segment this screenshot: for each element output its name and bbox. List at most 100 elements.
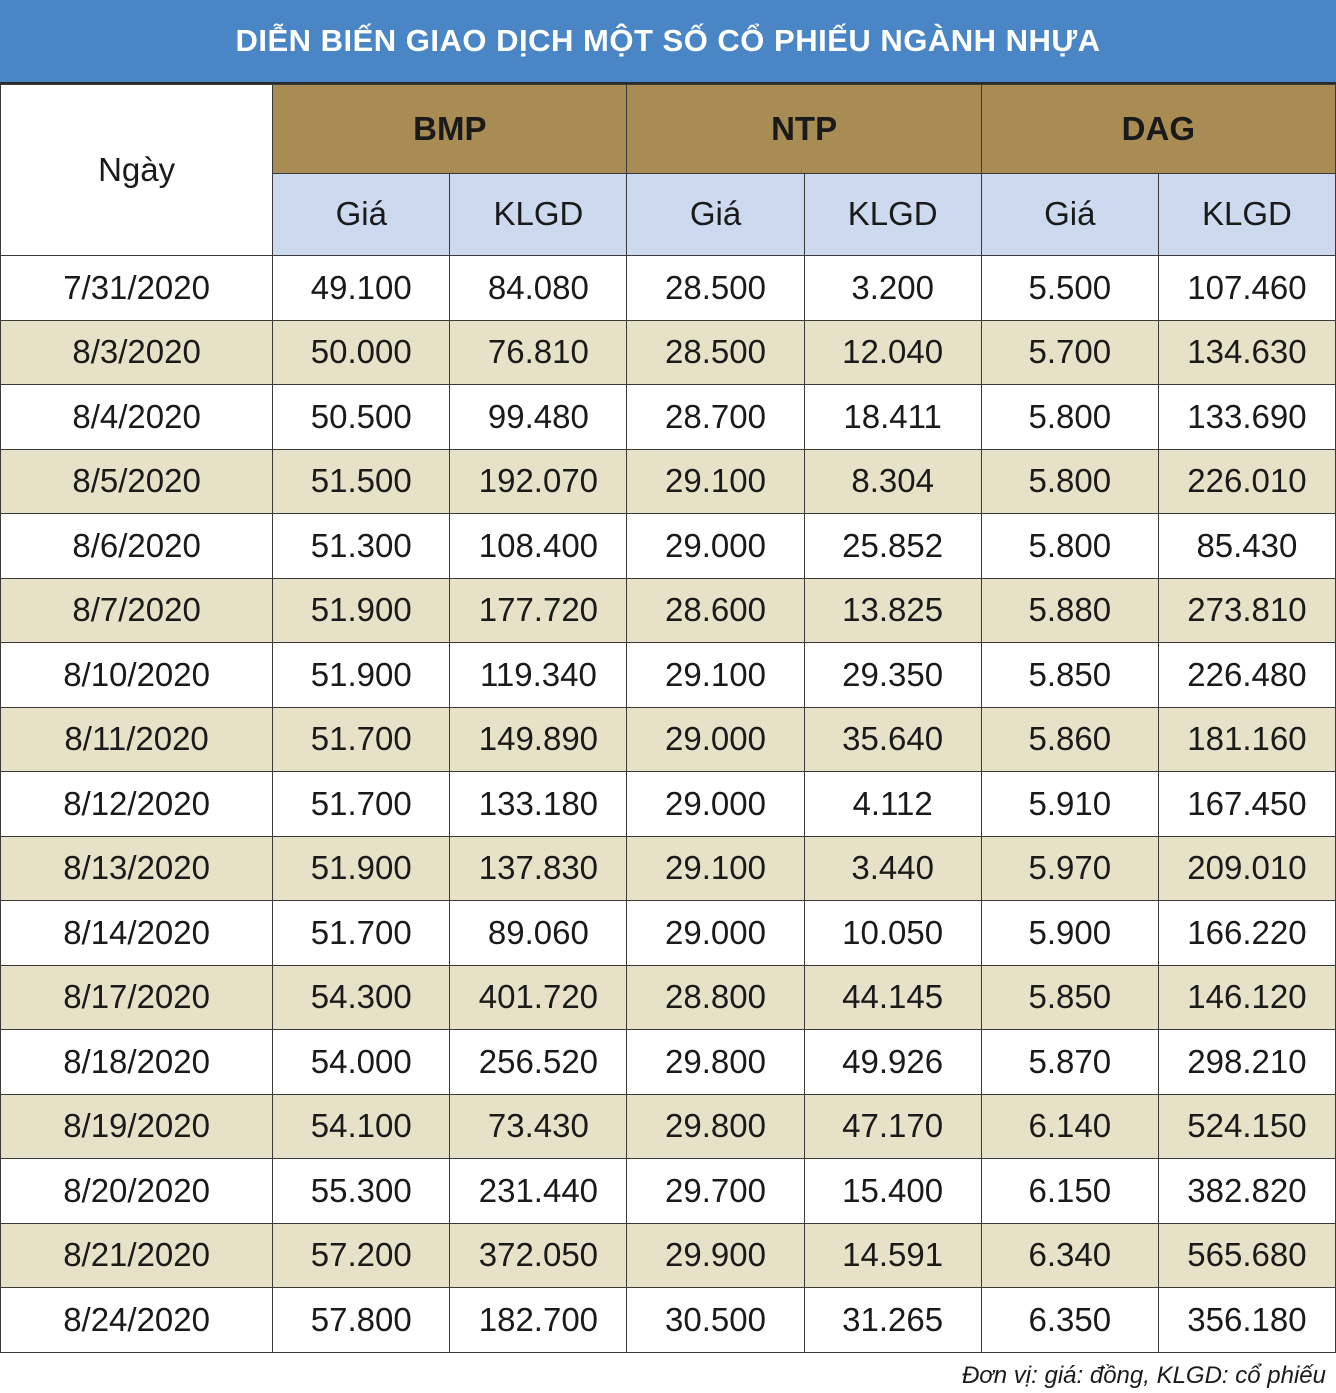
date-cell: 8/21/2020 (0, 1222, 274, 1288)
dag-volume-cell: 107.460 (1157, 255, 1336, 321)
table-row: 8/11/2020 51.700 149.890 29.000 35.640 5.860 1… (0, 706, 1336, 772)
bmp-volume-cell: 401.720 (449, 964, 628, 1030)
table-row: 8/10/2020 51.900 119.340 29.100 29.350 5.850 2… (0, 642, 1336, 708)
date-cell: 8/4/2020 (0, 384, 274, 450)
ntp-price-cell: 29.800 (626, 1029, 805, 1095)
dag-price-cell: 5.850 (980, 642, 1159, 708)
dag-volume-cell: 298.210 (1157, 1029, 1336, 1095)
bmp-volume-cell: 99.480 (449, 384, 628, 450)
bmp-volume-cell: 76.810 (449, 319, 628, 385)
ntp-price-cell: 29.800 (626, 1093, 805, 1159)
date-cell: 8/12/2020 (0, 771, 274, 837)
date-cell: 8/11/2020 (0, 706, 274, 772)
group-header-ntp: NTP (626, 84, 982, 174)
ntp-volume-cell: 10.050 (803, 900, 982, 966)
bmp-price-cell: 57.800 (272, 1287, 451, 1353)
sub-header-price: Giá (980, 172, 1159, 257)
sub-header-volume: KLGD (803, 172, 982, 257)
ntp-price-cell: 29.100 (626, 448, 805, 514)
table-row: 8/14/2020 51.700 89.060 29.000 10.050 5.900 16… (0, 900, 1336, 966)
bmp-price-cell: 55.300 (272, 1158, 451, 1224)
bmp-price-cell: 51.700 (272, 706, 451, 772)
bmp-price-cell: 51.500 (272, 448, 451, 514)
bmp-price-cell: 51.300 (272, 513, 451, 579)
dag-volume-cell: 209.010 (1157, 835, 1336, 901)
table-row: 8/24/2020 57.800 182.700 30.500 31.265 6.350 3… (0, 1287, 1336, 1353)
table-row: 8/4/2020 50.500 99.480 28.700 18.411 5.800 133… (0, 384, 1336, 450)
date-cell: 8/10/2020 (0, 642, 274, 708)
date-cell: 8/19/2020 (0, 1093, 274, 1159)
table-row: 8/7/2020 51.900 177.720 28.600 13.825 5.880 27… (0, 577, 1336, 643)
table-row: 8/17/2020 54.300 401.720 28.800 44.145 5.850 1… (0, 964, 1336, 1030)
date-cell: 7/31/2020 (0, 255, 274, 321)
ntp-volume-cell: 47.170 (803, 1093, 982, 1159)
table-row: 8/21/2020 57.200 372.050 29.900 14.591 6.340 5… (0, 1222, 1336, 1288)
ntp-price-cell: 28.500 (626, 255, 805, 321)
dag-price-cell: 5.700 (980, 319, 1159, 385)
dag-volume-cell: 524.150 (1157, 1093, 1336, 1159)
ntp-price-cell: 28.700 (626, 384, 805, 450)
date-cell: 8/7/2020 (0, 577, 274, 643)
date-cell: 8/13/2020 (0, 835, 274, 901)
dag-price-cell: 5.500 (980, 255, 1159, 321)
ntp-price-cell: 30.500 (626, 1287, 805, 1353)
table-row: 8/3/2020 50.000 76.810 28.500 12.040 5.700 134… (0, 319, 1336, 385)
ntp-volume-cell: 25.852 (803, 513, 982, 579)
bmp-price-cell: 54.100 (272, 1093, 451, 1159)
bmp-price-cell: 57.200 (272, 1222, 451, 1288)
sub-header-price: Giá (626, 172, 805, 257)
ntp-price-cell: 29.100 (626, 642, 805, 708)
dag-price-cell: 6.140 (980, 1093, 1159, 1159)
dag-volume-cell: 85.430 (1157, 513, 1336, 579)
table-row: 8/13/2020 51.900 137.830 29.100 3.440 5.970 20… (0, 835, 1336, 901)
bmp-volume-cell: 84.080 (449, 255, 628, 321)
dag-volume-cell: 181.160 (1157, 706, 1336, 772)
ntp-price-cell: 29.700 (626, 1158, 805, 1224)
bmp-volume-cell: 256.520 (449, 1029, 628, 1095)
bmp-volume-cell: 133.180 (449, 771, 628, 837)
bmp-volume-cell: 192.070 (449, 448, 628, 514)
table-row: 8/20/2020 55.300 231.440 29.700 15.400 6.150 3… (0, 1158, 1336, 1224)
ntp-volume-cell: 31.265 (803, 1287, 982, 1353)
date-cell: 8/17/2020 (0, 964, 274, 1030)
bmp-price-cell: 49.100 (272, 255, 451, 321)
dag-price-cell: 5.800 (980, 448, 1159, 514)
dag-volume-cell: 382.820 (1157, 1158, 1336, 1224)
ntp-volume-cell: 3.200 (803, 255, 982, 321)
dag-price-cell: 5.910 (980, 771, 1159, 837)
bmp-price-cell: 51.900 (272, 577, 451, 643)
ntp-volume-cell: 13.825 (803, 577, 982, 643)
ntp-price-cell: 28.800 (626, 964, 805, 1030)
ntp-volume-cell: 8.304 (803, 448, 982, 514)
ntp-volume-cell: 49.926 (803, 1029, 982, 1095)
ntp-volume-cell: 35.640 (803, 706, 982, 772)
group-header-bmp: BMP (272, 84, 628, 174)
dag-price-cell: 5.900 (980, 900, 1159, 966)
ntp-price-cell: 29.000 (626, 513, 805, 579)
dag-volume-cell: 226.010 (1157, 448, 1336, 514)
bmp-price-cell: 51.900 (272, 835, 451, 901)
bmp-volume-cell: 137.830 (449, 835, 628, 901)
bmp-volume-cell: 89.060 (449, 900, 628, 966)
date-cell: 8/3/2020 (0, 319, 274, 385)
bmp-volume-cell: 108.400 (449, 513, 628, 579)
ntp-volume-cell: 14.591 (803, 1222, 982, 1288)
dag-price-cell: 6.340 (980, 1222, 1159, 1288)
dag-volume-cell: 565.680 (1157, 1222, 1336, 1288)
date-cell: 8/24/2020 (0, 1287, 274, 1353)
dag-volume-cell: 133.690 (1157, 384, 1336, 450)
date-cell: 8/5/2020 (0, 448, 274, 514)
bmp-price-cell: 50.500 (272, 384, 451, 450)
ntp-price-cell: 28.600 (626, 577, 805, 643)
dag-price-cell: 5.970 (980, 835, 1159, 901)
group-header-dag: DAG (980, 84, 1336, 174)
sub-header-volume: KLGD (449, 172, 628, 257)
ntp-volume-cell: 12.040 (803, 319, 982, 385)
ntp-volume-cell: 3.440 (803, 835, 982, 901)
ntp-volume-cell: 4.112 (803, 771, 982, 837)
ntp-volume-cell: 44.145 (803, 964, 982, 1030)
ntp-price-cell: 29.000 (626, 900, 805, 966)
date-cell: 8/14/2020 (0, 900, 274, 966)
ntp-volume-cell: 15.400 (803, 1158, 982, 1224)
sub-header-price: Giá (272, 172, 451, 257)
